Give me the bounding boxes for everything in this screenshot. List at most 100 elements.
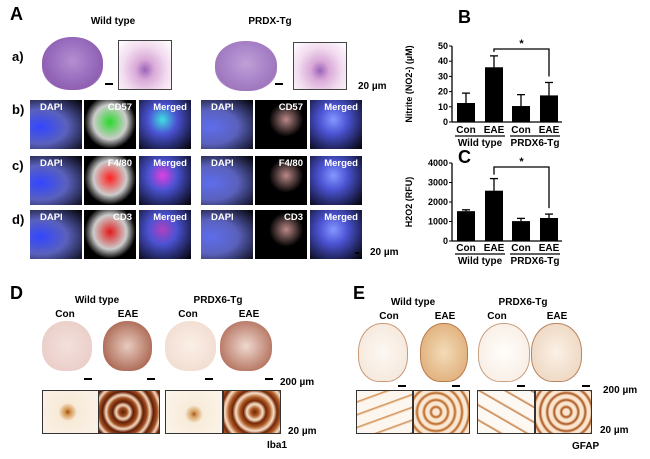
gfap-section-tg-con	[478, 323, 530, 382]
scale-bar	[398, 385, 406, 387]
category-label: Con	[511, 125, 530, 136]
he-inset-wildtype	[118, 40, 172, 90]
he-section-wildtype	[42, 37, 103, 90]
fluorescence-panel-d-tg-merged: Merged	[310, 210, 362, 259]
scale-bar	[582, 385, 590, 387]
scale-label-d: 20 µm	[370, 247, 399, 258]
channel-label: F4/80	[278, 158, 303, 169]
panel-e-group-wildtype: Wild type	[390, 297, 436, 308]
scale-bar	[275, 83, 283, 85]
panel-d-group-prdx: PRDX6-Tg	[193, 295, 243, 306]
gfap-inset-wt-eae	[413, 390, 470, 434]
group-label: PRDX6-Tg	[511, 138, 560, 149]
bar	[485, 190, 503, 241]
fluorescence-panel-b-wt-cd57: CD57	[84, 100, 136, 149]
fluorescence-panel-b-tg-cd57: CD57	[255, 100, 307, 149]
y-tick-label: 3000	[428, 178, 448, 188]
category-label: EAE	[539, 125, 560, 136]
iba1-section-wt-con	[42, 321, 92, 371]
y-tick-label: 2000	[428, 197, 448, 207]
row-label-a: a)	[12, 49, 24, 64]
panel-e-stain: GFAP	[572, 441, 600, 452]
fluorescence-panel-c-wt-merged: Merged	[139, 156, 191, 205]
channel-label: Merged	[324, 102, 358, 113]
he-section-prdx	[215, 41, 277, 91]
panel-c-letter: C	[458, 147, 471, 167]
he-inset-prdx	[293, 42, 347, 90]
scale-bar	[105, 83, 113, 85]
y-tick-label: 50	[438, 41, 448, 51]
channel-label: F4/80	[107, 158, 132, 169]
significance-bracket	[493, 166, 550, 209]
iba1-section-tg-eae	[220, 321, 272, 371]
y-tick-label: 30	[438, 71, 448, 81]
iba1-section-tg-con	[165, 321, 216, 371]
panel-d-cond: EAE	[238, 309, 260, 320]
channel-label: Merged	[324, 212, 358, 223]
channel-label: Merged	[153, 102, 187, 113]
gfap-inset-tg-con	[477, 390, 535, 434]
channel-label: CD3	[283, 212, 303, 223]
y-axis-label: Nitrite (NO2-) (µM)	[404, 45, 414, 122]
fluorescence-panel-c-tg-merged: Merged	[310, 156, 362, 205]
fluorescence-panel-b-wt-merged: Merged	[139, 100, 191, 149]
channel-label: Merged	[324, 158, 358, 169]
fluorescence-panel-b-wt-dapi: DAPI	[30, 100, 82, 149]
category-label: EAE	[484, 125, 505, 136]
scale-bar	[355, 252, 359, 254]
panel-d-cond: Con	[178, 309, 198, 320]
category-label: Con	[456, 243, 475, 254]
category-label: Con	[456, 125, 475, 136]
y-tick-label: 0	[443, 117, 448, 127]
panel-e-group-prdx: PRDX6-Tg	[498, 297, 548, 308]
y-tick-label: 1000	[428, 217, 448, 227]
gfap-inset-wt-con	[356, 390, 413, 434]
scale-bar	[147, 378, 155, 380]
y-tick-label: 40	[438, 56, 448, 66]
row-label-b: b)	[12, 102, 25, 117]
channel-label: CD57	[107, 102, 132, 113]
panel-e-scale-low: 200 µm	[603, 385, 638, 396]
fluorescence-panel-c-wt-dapi: DAPI	[30, 156, 82, 205]
iba1-inset-tg-eae	[223, 390, 281, 434]
bar	[540, 95, 558, 122]
panel-e-cond: EAE	[434, 311, 456, 322]
bar	[540, 217, 558, 241]
panel-d-letter: D	[10, 283, 23, 303]
fluorescence-panel-c-wt-f480: F4/80	[84, 156, 136, 205]
panel-e-cond: Con	[487, 311, 507, 322]
iba1-inset-wt-con	[42, 390, 99, 434]
panel-b-letter: B	[458, 7, 471, 27]
y-axis-label: H2O2 (RFU)	[404, 177, 414, 228]
channel-label: DAPI	[211, 158, 234, 169]
bar	[457, 103, 475, 122]
panel-d-scale-high: 20 µm	[288, 426, 317, 437]
fluorescence-panel-d-tg-cd3: CD3	[255, 210, 307, 259]
significance-star: *	[519, 156, 524, 168]
panel-d-stain: Iba1	[267, 440, 288, 451]
y-tick-label: 10	[438, 102, 448, 112]
gfap-inset-tg-eae	[535, 390, 592, 434]
channel-label: Merged	[153, 212, 187, 223]
scale-bar	[517, 385, 525, 387]
category-label: EAE	[539, 243, 560, 254]
channel-label: DAPI	[40, 158, 63, 169]
y-tick-label: 4000	[428, 158, 448, 168]
panel-a-letter: A	[10, 4, 23, 24]
y-tick-label: 0	[443, 236, 448, 246]
fluorescence-panel-c-tg-f480: F4/80	[255, 156, 307, 205]
significance-star: *	[519, 38, 524, 50]
row-label-c: c)	[12, 158, 24, 173]
channel-label: DAPI	[40, 102, 63, 113]
panel-d-group-wildtype: Wild type	[74, 295, 120, 306]
panel-e-cond: Con	[379, 311, 399, 322]
panel-d-cond: EAE	[117, 309, 139, 320]
scale-label-a: 20 µm	[358, 81, 387, 92]
iba1-inset-wt-eae	[98, 390, 160, 434]
group-label: Wild type	[458, 256, 503, 267]
panel-e-cond: EAE	[546, 311, 568, 322]
row-label-d: d)	[12, 212, 25, 227]
bar	[485, 67, 503, 122]
